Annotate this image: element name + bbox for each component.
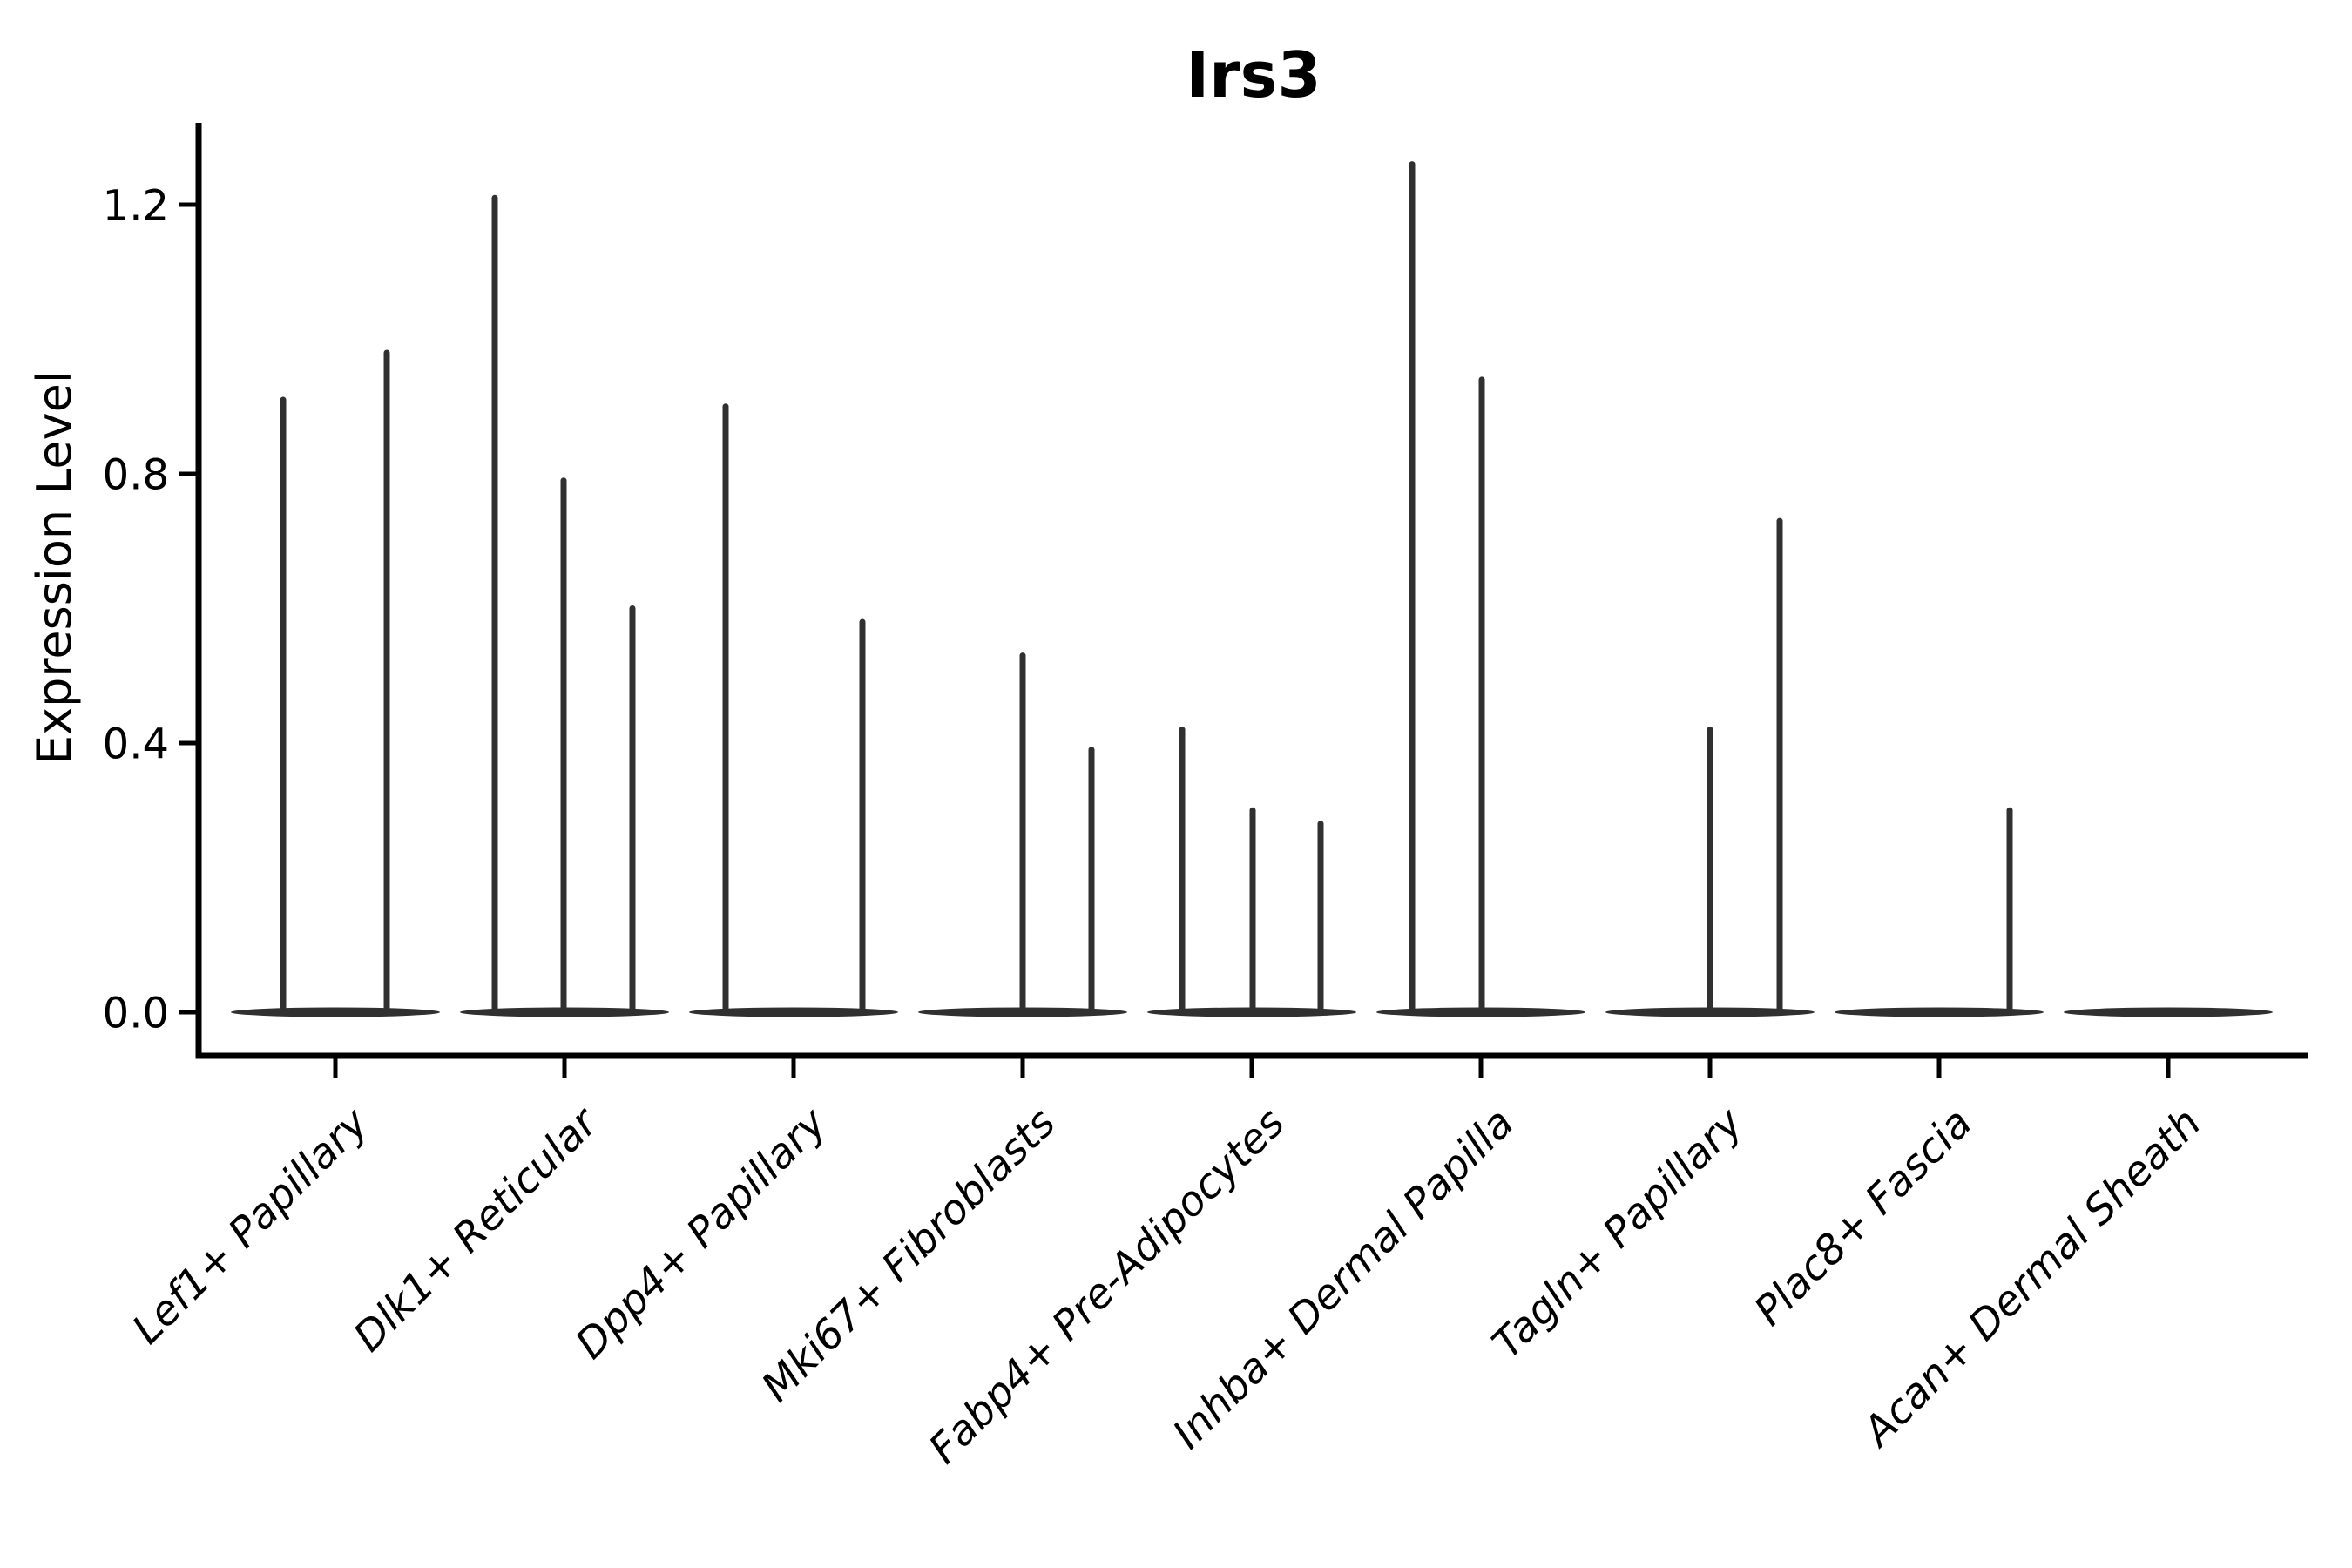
chart-title: Irs3 bbox=[1186, 38, 1321, 112]
x-category-label: Dlk1+ Reticular bbox=[345, 1098, 609, 1362]
violin-zero-bulk bbox=[2064, 1007, 2273, 1017]
y-tick-label: 0.4 bbox=[103, 720, 169, 768]
y-tick-label: 0.0 bbox=[103, 989, 169, 1037]
x-category-label: Dpp4+ Papillary bbox=[566, 1098, 836, 1369]
violin-zero-bulk bbox=[231, 1007, 440, 1017]
x-category-label: Tagln+ Papillary bbox=[1484, 1098, 1754, 1369]
y-tick-label: 0.8 bbox=[103, 450, 169, 499]
x-category-label: Lef1+ Papillary bbox=[123, 1098, 378, 1354]
violin-zero-bulk bbox=[689, 1007, 898, 1017]
x-category-label: Plac8+ Fascia bbox=[1745, 1099, 1981, 1335]
violin-zero-bulk bbox=[1835, 1007, 2044, 1017]
y-tick-label: 1.2 bbox=[103, 181, 169, 230]
